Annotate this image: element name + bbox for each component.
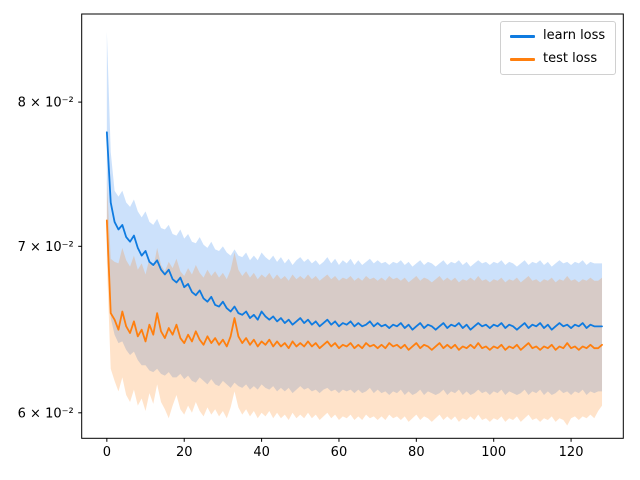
- legend-label-test-loss: test loss: [543, 51, 598, 66]
- legend-label-learn-loss: learn loss: [543, 28, 606, 43]
- x-tick-label-120: 120: [559, 445, 584, 460]
- test-loss-line: [105, 219, 603, 351]
- y-tick-label-0.06: 6 × 10⁻²: [18, 406, 74, 421]
- legend-item-learn-loss: learn loss: [510, 27, 606, 45]
- x-tick-label-80: 80: [408, 445, 425, 460]
- x-tick-label-60: 60: [331, 445, 348, 460]
- legend-swatch-learn-loss: [510, 34, 535, 38]
- learn-loss-line: [105, 131, 603, 331]
- legend-item-test-loss: test loss: [510, 50, 606, 68]
- x-tick-label-0: 0: [103, 445, 111, 460]
- y-tick-label-0.07: 7 × 10⁻²: [18, 240, 74, 255]
- legend-swatch-test-loss: [510, 57, 535, 61]
- x-tick-label-40: 40: [253, 445, 270, 460]
- x-tick-label-20: 20: [176, 445, 193, 460]
- legend-box: learn loss test loss: [500, 21, 616, 75]
- x-tick-label-100: 100: [481, 445, 506, 460]
- learn-loss-band: [106, 31, 603, 395]
- y-tick-label-0.08: 8 × 10⁻²: [18, 96, 74, 111]
- plot-frame: [81, 13, 624, 439]
- test-loss-band: [106, 179, 603, 426]
